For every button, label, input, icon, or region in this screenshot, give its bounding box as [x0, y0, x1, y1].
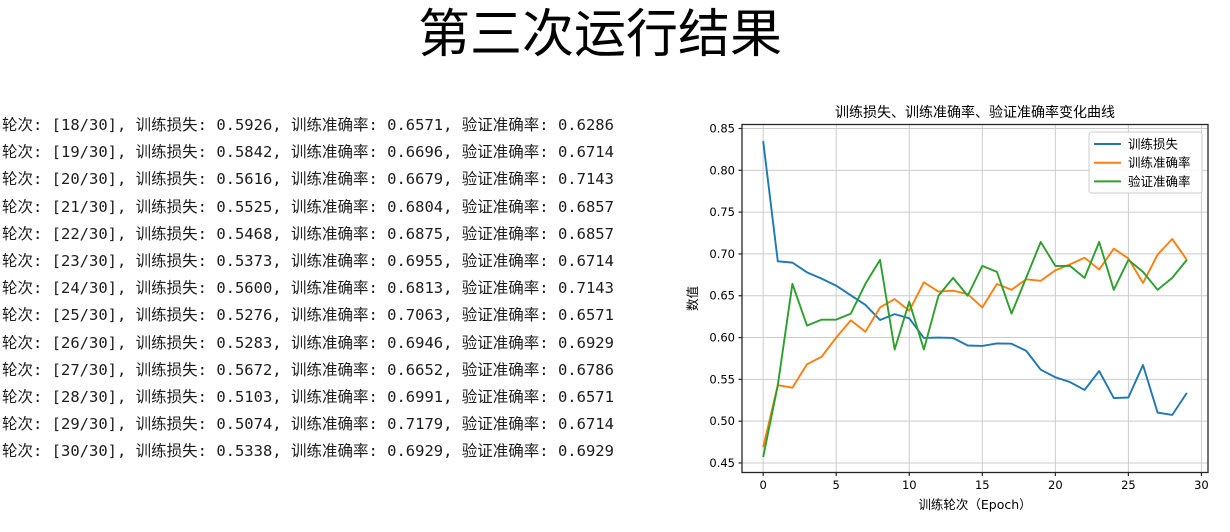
log-line: 轮次: [20/30], 训练损失: 0.5616, 训练准确率: 0.6679… — [2, 170, 614, 189]
log-line: 轮次: [24/30], 训练损失: 0.5600, 训练准确率: 0.6813… — [2, 279, 614, 298]
x-axis: 0 5 10 15 20 25 30 — [760, 472, 1209, 492]
x-axis-label: 训练轮次（Epoch） — [918, 497, 1031, 512]
y-tick-label: 0.60 — [709, 331, 735, 345]
log-line: 轮次: [22/30], 训练损失: 0.5468, 训练准确率: 0.6875… — [2, 224, 614, 243]
log-line: 轮次: [23/30], 训练损失: 0.5373, 训练准确率: 0.6955… — [2, 251, 614, 270]
legend-label: 验证准确率 — [1128, 174, 1191, 189]
legend-item-train-acc: 训练准确率 — [1094, 155, 1191, 170]
y-axis: 0.45 0.50 0.55 0.60 0.65 0.70 0.75 0.80 0.85 — [709, 122, 742, 470]
legend-item-val-acc: 验证准确率 — [1094, 174, 1191, 189]
series-val-acc — [762, 241, 1188, 458]
y-axis-label: 数值 — [685, 286, 700, 311]
log-line: 轮次: [30/30], 训练损失: 0.5338, 训练准确率: 0.6929… — [2, 442, 614, 461]
y-tick-label: 0.85 — [709, 122, 735, 136]
y-tick-label: 0.70 — [709, 247, 735, 261]
x-tick-label: 30 — [1194, 478, 1209, 492]
legend-label: 训练准确率 — [1128, 155, 1191, 170]
y-tick-label: 0.55 — [709, 372, 735, 386]
y-tick-label: 0.80 — [709, 163, 735, 177]
log-line: 轮次: [25/30], 训练损失: 0.5276, 训练准确率: 0.7063… — [2, 306, 614, 325]
legend-box — [1088, 131, 1203, 194]
page-title: 第三次运行结果 — [417, 7, 782, 64]
log-line: 轮次: [19/30], 训练损失: 0.5842, 训练准确率: 0.6696… — [2, 143, 614, 162]
x-tick-label: 20 — [1048, 478, 1063, 492]
y-tick-label: 0.65 — [709, 289, 735, 303]
log-line: 轮次: [18/30], 训练损失: 0.5926, 训练准确率: 0.6571… — [2, 116, 614, 134]
x-tick-label: 10 — [902, 478, 917, 492]
x-tick-label: 0 — [760, 478, 767, 492]
training-log: 轮次: [18/30], 训练损失: 0.5926, 训练准确率: 0.6571… — [2, 112, 682, 465]
legend-item-train-loss: 训练损失 — [1094, 137, 1179, 152]
y-tick-label: 0.45 — [709, 456, 735, 470]
series-train-loss — [762, 141, 1188, 416]
chart-title: 训练损失、训练准确率、验证准确率变化曲线 — [835, 104, 1115, 121]
series-train-acc — [762, 238, 1188, 448]
log-line: 轮次: [26/30], 训练损失: 0.5283, 训练准确率: 0.6946… — [2, 333, 614, 352]
y-tick-label: 0.50 — [709, 414, 735, 428]
log-line: 轮次: [28/30], 训练损失: 0.5103, 训练准确率: 0.6991… — [2, 387, 614, 406]
x-tick-label: 25 — [1121, 478, 1136, 492]
y-tick-label: 0.75 — [709, 205, 735, 219]
log-line: 轮次: [27/30], 训练损失: 0.5672, 训练准确率: 0.6652… — [2, 360, 614, 379]
legend-label: 训练损失 — [1128, 137, 1179, 152]
plot-border — [741, 123, 1209, 474]
x-tick-label: 5 — [833, 478, 840, 492]
training-chart: 0 5 10 15 20 25 30 0.45 0.50 0.55 0.60 0.65 0.70 0.75… — [685, 104, 1209, 512]
log-line: 轮次: [29/30], 训练损失: 0.5074, 训练准确率: 0.7179… — [2, 415, 614, 434]
x-tick-label: 15 — [975, 478, 990, 492]
log-line: 轮次: [21/30], 训练损失: 0.5525, 训练准确率: 0.6804… — [2, 197, 614, 216]
